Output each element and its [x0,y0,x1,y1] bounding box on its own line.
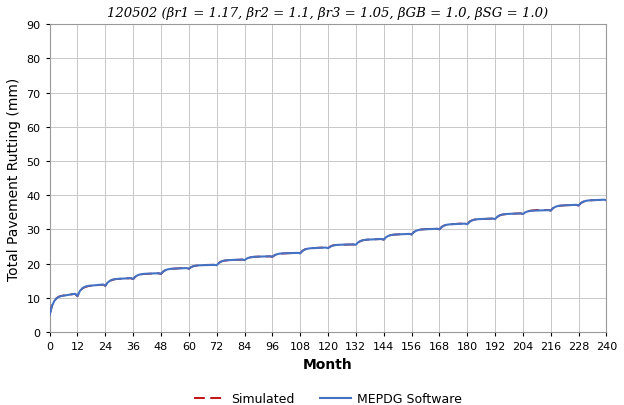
MEPDG Software [109,278,116,283]
Y-axis label: Total Pavement Rutting (mm): Total Pavement Rutting (mm) [7,77,21,280]
MEPDG Software [603,198,610,203]
Simulated [598,198,605,203]
Simulated [603,198,610,203]
MEPDG Software [257,254,265,259]
Simulated [46,313,54,318]
Simulated [596,198,603,203]
MEPDG Software [364,238,371,243]
Simulated [364,238,371,243]
MEPDG Software [46,313,54,318]
MEPDG Software [600,198,608,202]
Line: MEPDG Software: MEPDG Software [50,200,607,315]
MEPDG Software [596,198,603,203]
MEPDG Software [494,215,501,220]
Simulated [109,278,116,283]
Line: Simulated: Simulated [50,200,607,315]
Simulated [494,215,501,220]
Simulated [257,254,265,259]
Simulated [457,222,464,226]
MEPDG Software [457,222,464,227]
Legend: Simulated, MEPDG Software: Simulated, MEPDG Software [189,388,467,405]
Title: 120502 (βr1 = 1.17, βr2 = 1.1, βr3 = 1.05, βGB = 1.0, βSG = 1.0): 120502 (βr1 = 1.17, βr2 = 1.1, βr3 = 1.0… [107,7,548,20]
X-axis label: Month: Month [303,357,353,371]
